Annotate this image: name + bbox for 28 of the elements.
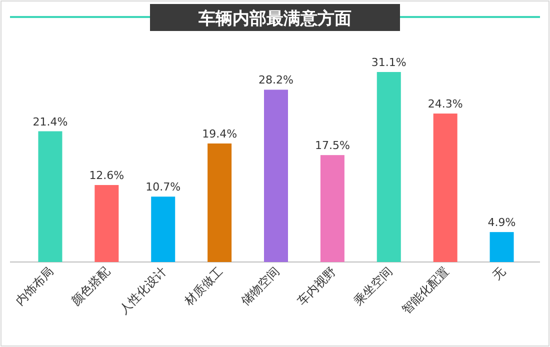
x-tick-label: 储物空间: [238, 264, 282, 308]
chart-title: 车辆内部最满意方面: [198, 9, 352, 29]
data-label: 24.3%: [428, 98, 463, 111]
x-tick-label: 人性化设计: [116, 264, 170, 317]
data-label: 21.4%: [32, 115, 68, 128]
x-tick-label: 内饰布局: [12, 264, 56, 308]
x-tick-label: 无: [490, 264, 508, 283]
x-tick-label: 乘坐空间: [351, 264, 396, 308]
bar: [264, 90, 288, 262]
bar: [376, 72, 401, 262]
data-label: 4.9%: [488, 216, 516, 230]
bar: [151, 196, 176, 262]
data-label: 12.6%: [89, 169, 124, 182]
x-tick-label: 智能化配置: [399, 264, 452, 317]
data-label: 31.1%: [371, 56, 406, 69]
x-tick-label: 车内视野: [294, 264, 339, 308]
data-label: 10.7%: [146, 180, 181, 194]
x-tick-label: 颜色搭配: [68, 264, 113, 308]
bar: [490, 232, 514, 262]
x-tick-label: 材质做工: [181, 264, 226, 309]
data-label: 19.4%: [202, 127, 238, 140]
bar: [320, 155, 344, 262]
bar: [38, 131, 62, 262]
data-label: 17.5%: [314, 139, 350, 152]
bar: [94, 185, 119, 262]
bar: [433, 114, 458, 262]
bar: [208, 143, 232, 262]
data-label: 28.2%: [258, 74, 294, 87]
